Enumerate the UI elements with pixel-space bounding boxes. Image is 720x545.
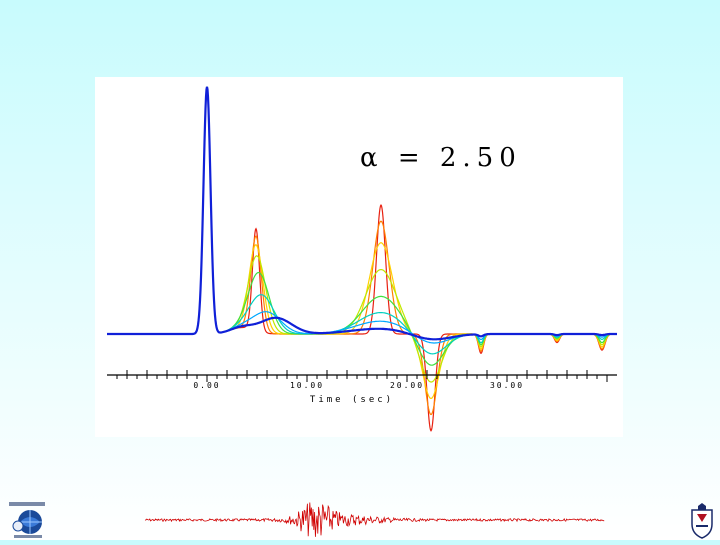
left-logo (6, 500, 48, 540)
right-logo (684, 502, 720, 540)
waveform-series-3 (107, 86, 617, 366)
alpha-annotation: α = 2.50 (360, 143, 522, 173)
waveform-series-7 (107, 86, 617, 432)
x-tick-label: 10.00 (290, 381, 324, 390)
waveform-chart: 0.00 10.00 20.00 30.00 Time (sec) (107, 86, 617, 432)
x-tick-label: 0.00 (193, 381, 220, 390)
plot-panel: 0.00 10.00 20.00 30.00 Time (sec) (95, 77, 623, 437)
seismogram-trace (144, 502, 605, 537)
crest-logo-icon (691, 503, 713, 539)
waveform-series-0 (107, 86, 617, 341)
seismogram-line (144, 502, 605, 537)
x-tick-label: 20.00 (390, 381, 424, 390)
x-axis-title: Time (sec) (310, 395, 394, 405)
waveform-series-6 (107, 86, 617, 416)
waveform-series-4 (107, 86, 617, 383)
waveform-series-5 (107, 86, 617, 400)
waveform-series-2 (107, 86, 617, 355)
x-tick-label: 30.00 (490, 381, 524, 390)
globe-logo-icon (9, 502, 45, 538)
